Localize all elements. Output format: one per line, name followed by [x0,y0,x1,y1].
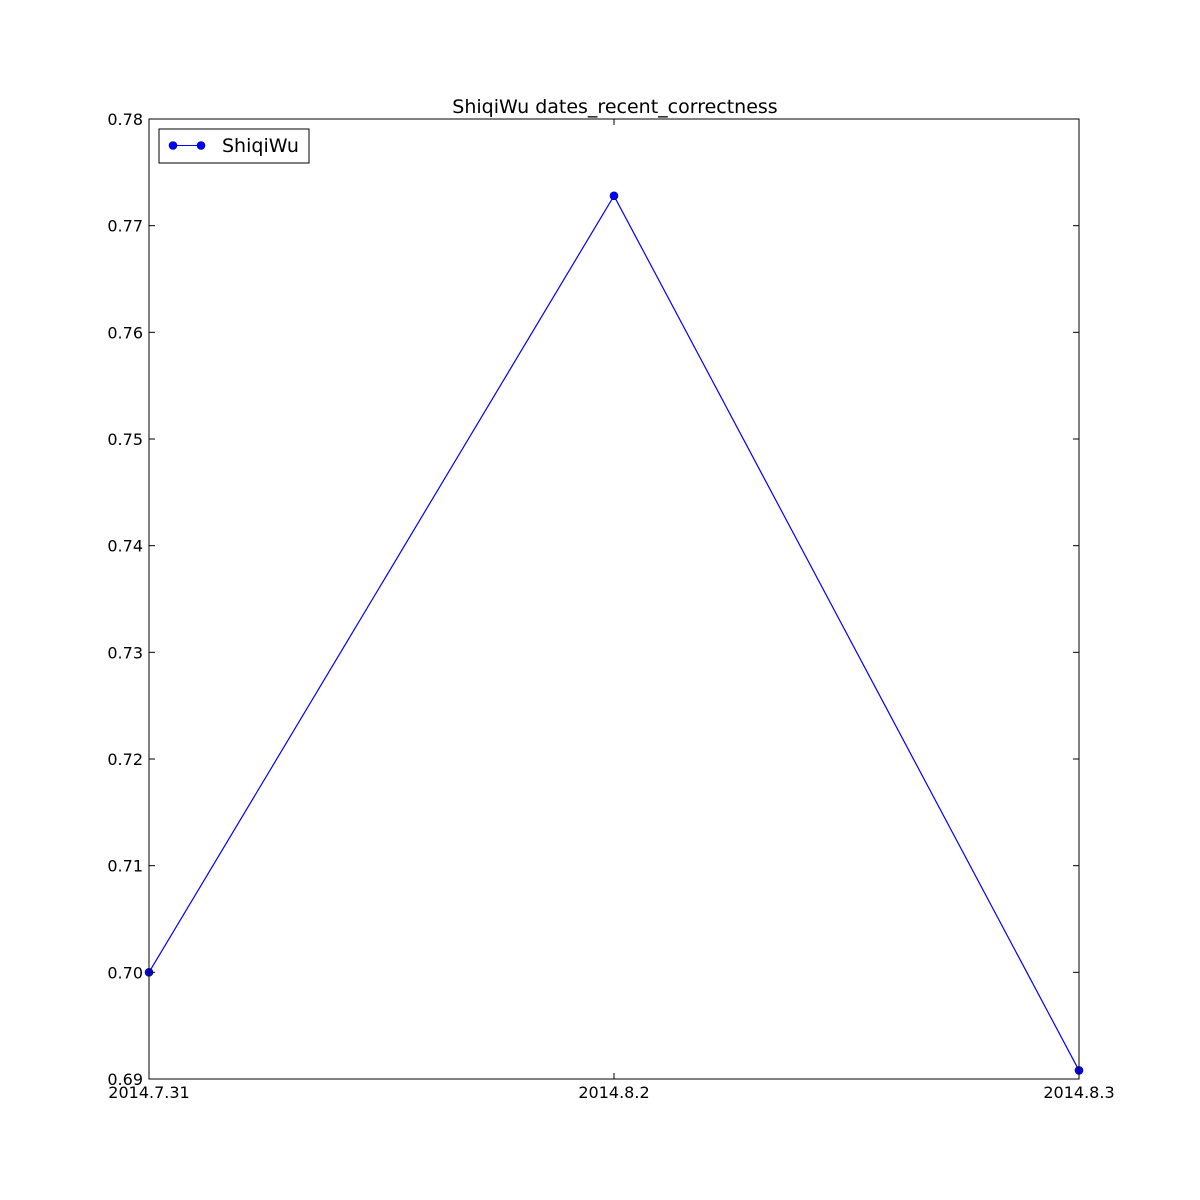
x-tick-label: 2014.7.31 [108,1083,189,1102]
y-tick-label: 0.69 [107,1070,143,1089]
x-axis: 2014.7.31 2014.8.2 2014.8.3 [108,119,1115,1102]
y-tick-label: 0.73 [107,643,143,662]
legend-marker [168,141,178,150]
y-tick-label: 0.74 [107,537,143,556]
y-axis: 0.69 0.70 0.71 0.72 0.73 0.74 0.75 0.76 0.77 0.78 [107,110,1079,1089]
legend-label: ShiqiWu [222,135,299,157]
legend: ShiqiWu [158,128,310,164]
legend-marker [196,141,206,150]
x-tick-label: 2014.8.2 [578,1083,649,1102]
y-tick-label: 0.71 [107,857,143,876]
y-tick-label: 0.75 [107,430,143,449]
y-tick-label: 0.77 [107,217,143,236]
chart-title: ShiqiWu dates_recent_correctness [452,96,777,118]
y-tick-label: 0.76 [107,323,143,342]
y-tick-label: 0.70 [107,963,143,982]
x-tick-label: 2014.8.3 [1043,1083,1114,1102]
y-tick-label: 0.72 [107,750,143,769]
data-point [609,191,619,201]
y-tick-label: 0.78 [107,110,143,129]
